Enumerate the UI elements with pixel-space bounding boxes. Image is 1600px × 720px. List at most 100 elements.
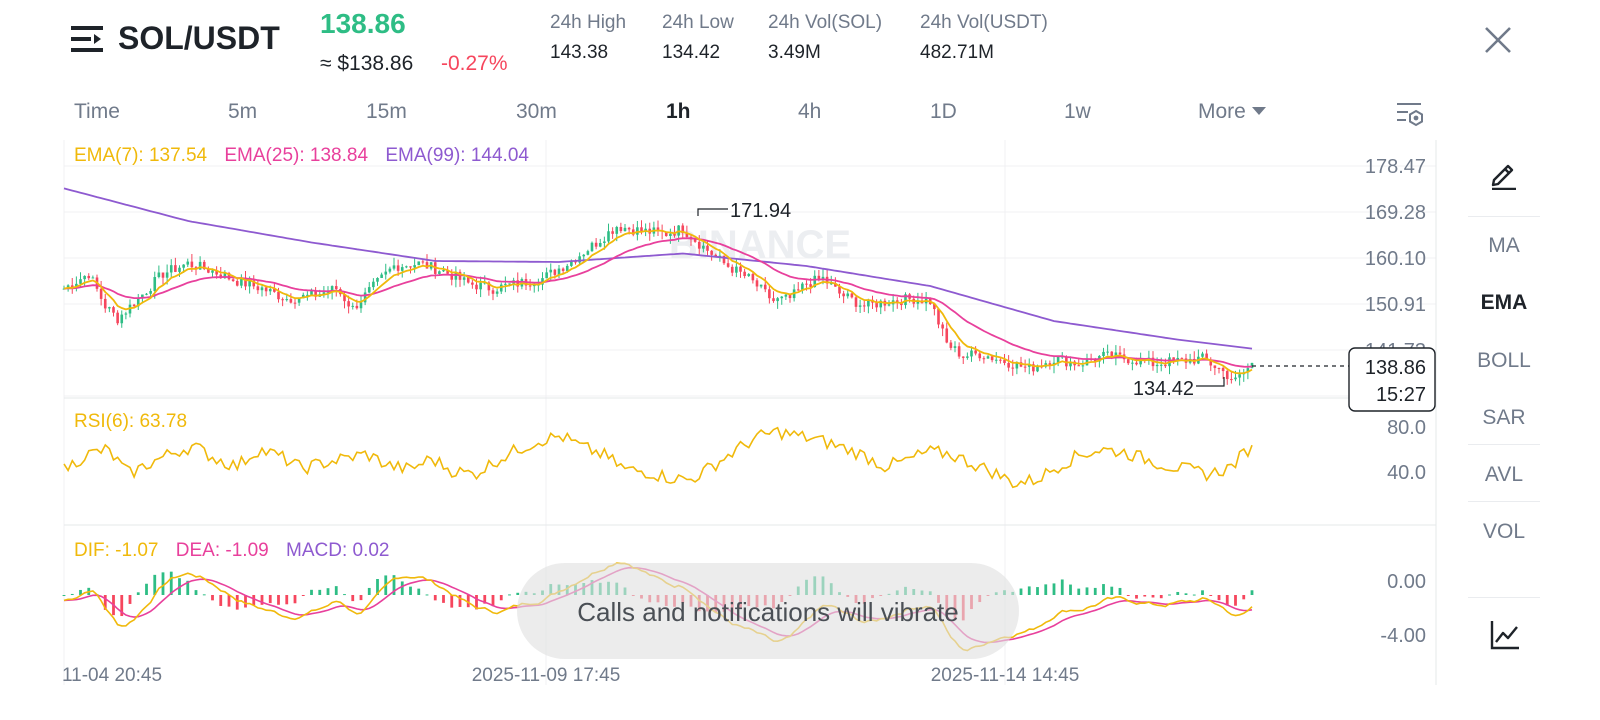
tab-1w[interactable]: 1w: [1064, 100, 1091, 123]
candle-body: [372, 281, 375, 288]
candle-body: [495, 291, 499, 294]
macd-histogram-bar: [516, 592, 520, 595]
tab-1h[interactable]: 1h: [666, 100, 691, 123]
candle-body: [438, 271, 441, 274]
sidebar-item-ma[interactable]: MA: [1488, 234, 1520, 257]
tab-30m[interactable]: 30m: [516, 100, 557, 123]
candle-body: [124, 313, 128, 315]
macd-histogram-bar: [1192, 594, 1196, 596]
candle-body: [780, 296, 784, 299]
time-axis: 11-04 20:45 2025-11-09 17:45 2025-11-14 …: [62, 665, 1079, 686]
sidebar-item-ema[interactable]: EMA: [1480, 291, 1528, 314]
candle-body: [838, 286, 841, 294]
macd-histogram-bar: [79, 589, 82, 595]
chart-settings-icon[interactable]: [1394, 98, 1426, 130]
menu-icon[interactable]: [70, 22, 104, 56]
candle-body: [293, 302, 297, 304]
candle-body: [1126, 359, 1130, 364]
candle-body: [359, 302, 363, 309]
candle-body: [314, 291, 317, 297]
pencil-icon[interactable]: [1488, 158, 1520, 190]
macd-histogram-bar: [1159, 595, 1163, 599]
candle-body: [1069, 361, 1072, 367]
candle-body: [722, 255, 726, 264]
macd-histogram-bar: [153, 574, 157, 595]
stat-24h-high: 24h High 143.38: [550, 12, 626, 64]
close-icon[interactable]: [1480, 22, 1516, 58]
candle-body: [776, 298, 779, 302]
macd-histogram-bar: [1135, 595, 1138, 599]
candle-body: [120, 314, 124, 324]
candle-body: [937, 309, 940, 325]
candle-body: [1176, 357, 1180, 361]
candle-body: [545, 272, 548, 279]
macd-histogram-bar: [1027, 586, 1031, 595]
candle-body: [1205, 353, 1208, 360]
candle-body: [842, 293, 845, 297]
candle-body: [532, 284, 536, 287]
sidebar-item-boll[interactable]: BOLL: [1477, 349, 1531, 372]
candle-body: [400, 267, 404, 271]
stat-value: 3.49M: [768, 42, 821, 63]
macd-histogram-bar: [1242, 595, 1246, 600]
macd-histogram-bar: [62, 595, 66, 596]
candle-body: [1238, 374, 1241, 378]
macd-histogram-bar: [227, 595, 231, 607]
candle-body: [223, 273, 227, 279]
candle-body: [570, 260, 573, 266]
macd-histogram-bar: [1102, 584, 1105, 595]
candle-body: [528, 285, 532, 287]
tab-1d[interactable]: 1D: [930, 100, 957, 123]
macd-histogram-bar: [1085, 587, 1089, 595]
macd-histogram-bar: [1060, 579, 1064, 595]
candle-body: [264, 287, 268, 292]
candle-body: [466, 277, 470, 283]
candle-body: [685, 233, 689, 237]
candle-body: [211, 270, 214, 273]
candle-body: [79, 279, 82, 284]
sidebar-item-sar[interactable]: SAR: [1482, 406, 1526, 429]
last-price-label[interactable]: 138.86 15:27: [1348, 347, 1436, 412]
candle-body: [875, 302, 878, 308]
line-chart-icon[interactable]: [1488, 618, 1522, 652]
candle-body: [334, 286, 338, 290]
candle-body: [755, 280, 759, 287]
candle-body: [945, 328, 949, 343]
macd-histogram-bar: [1176, 591, 1180, 595]
macd-histogram-bar: [1225, 595, 1229, 606]
sidebar-item-avl[interactable]: AVL: [1484, 463, 1524, 486]
system-toast: Calls and notifications will vibrate: [517, 563, 1019, 659]
dif-legend-name: DIF: [74, 540, 105, 561]
candle-body: [561, 268, 565, 271]
candle-body: [483, 282, 487, 284]
macd-histogram-bar: [1143, 595, 1147, 597]
macd-histogram-bar: [252, 595, 256, 606]
macd-histogram-bar: [376, 578, 379, 595]
candle-body: [817, 275, 821, 280]
pair-title[interactable]: SOL/USDT: [118, 20, 280, 56]
candle-body: [504, 283, 507, 285]
candle-body: [103, 298, 107, 309]
candle-body: [999, 359, 1002, 361]
candle-body: [322, 292, 326, 295]
rsi-pane: 80.0 40.0: [63, 417, 1426, 489]
ema-legend: EMA(7): 137.54 EMA(25): 138.84 EMA(99): …: [74, 145, 529, 166]
tab-more[interactable]: More: [1198, 100, 1266, 124]
macd-histogram-bar: [359, 595, 363, 601]
tab-time[interactable]: Time: [74, 100, 120, 123]
candle-body: [227, 273, 231, 280]
candle-body: [491, 290, 495, 294]
candle-body: [594, 242, 598, 247]
last-price-value: 138.86: [1365, 357, 1426, 379]
tab-15m[interactable]: 15m: [366, 100, 407, 123]
candle-body: [862, 305, 866, 307]
candle-body: [565, 265, 569, 271]
candle-body: [949, 342, 953, 348]
candle-body: [367, 287, 371, 293]
sidebar-item-vol[interactable]: VOL: [1482, 520, 1526, 543]
candle-body: [1217, 367, 1221, 369]
tab-4h[interactable]: 4h: [798, 100, 822, 123]
candle-body: [739, 266, 742, 272]
tab-5m[interactable]: 5m: [228, 100, 258, 123]
candle-body: [281, 299, 284, 301]
